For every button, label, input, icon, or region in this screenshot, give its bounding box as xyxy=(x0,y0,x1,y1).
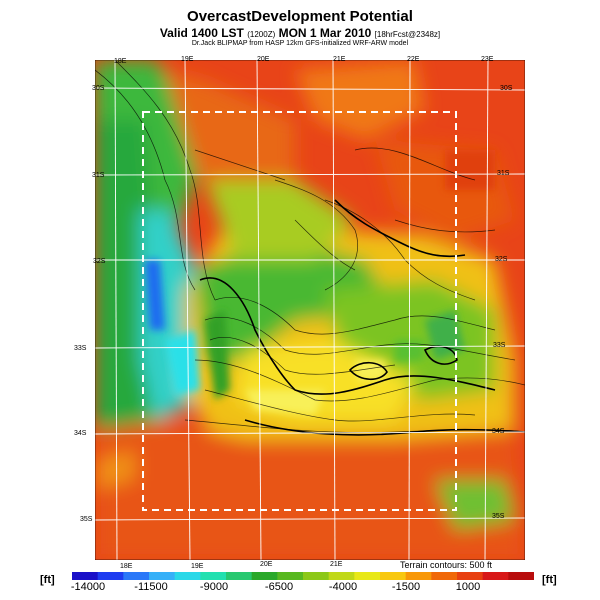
colorbar-unit-left: [ft] xyxy=(40,574,55,586)
lat-lon-grid xyxy=(95,60,525,560)
lat-label-left-31: 31S xyxy=(92,172,105,179)
lon-label-bottom-19: 19E xyxy=(191,563,204,570)
lat-label-right-35: 35S xyxy=(492,513,505,520)
forecast-field xyxy=(95,60,525,560)
colorbar-tick-label: -14000 xyxy=(70,581,106,593)
colorbar-swatch xyxy=(123,572,150,580)
map-title: OvercastDevelopment Potential xyxy=(187,8,413,25)
colorbar-tick-label: -11500 xyxy=(134,581,168,593)
colorbar-swatch xyxy=(508,572,534,580)
lon-label-top-18: 18E xyxy=(114,58,127,65)
colorbar-swatch xyxy=(405,572,432,580)
lon-label-bottom-20: 20E xyxy=(260,561,273,568)
lon-label-top-21: 21E xyxy=(333,56,346,63)
valid-time-utc: (1200Z) xyxy=(247,30,276,39)
lat-label-left-35: 35S xyxy=(80,516,93,523)
colorbar-swatch xyxy=(251,572,278,580)
colorbar-swatch xyxy=(457,572,484,580)
valid-time: Valid 1400 LST xyxy=(159,26,244,40)
lat-label-left-32: 32S xyxy=(93,258,106,265)
lon-label-bottom-21: 21E xyxy=(330,561,343,568)
colorbar-unit-right: [ft] xyxy=(542,574,557,586)
colorbar-tick-label: -1500 xyxy=(391,581,421,593)
colorbar-swatch xyxy=(328,572,355,580)
valid-date: MON 1 Mar 2010 xyxy=(278,26,372,40)
colorbar-swatch xyxy=(200,572,227,580)
lat-label-right-33: 33S xyxy=(493,342,506,349)
colorbar-swatch xyxy=(277,572,304,580)
colorbar-swatch xyxy=(226,572,253,580)
lon-label-top-22: 22E xyxy=(407,56,420,63)
inner-domain-box xyxy=(142,111,457,511)
colorbar-swatch xyxy=(431,572,458,580)
model-credit: Dr.Jack BLIPMAP from HASP 12km GFS-initi… xyxy=(191,40,409,47)
colorbar-swatch xyxy=(72,572,99,580)
colorbar-swatch xyxy=(97,572,124,580)
valid-time-line: Valid 1400 LST (1200Z) MON 1 Mar 2010 [1… xyxy=(0,26,600,40)
lon-label-top-20: 20E xyxy=(257,56,270,63)
colorbar-tick-label: -6500 xyxy=(264,581,294,593)
colorbar-swatch xyxy=(149,572,176,580)
colorbar-swatch xyxy=(380,572,407,580)
lon-label-bottom-18: 18E xyxy=(120,563,133,570)
colorbar-swatch xyxy=(482,572,509,580)
colorbar-swatch xyxy=(174,572,201,580)
lat-label-right-31: 31S xyxy=(497,170,510,177)
lat-label-left-34: 34S xyxy=(74,430,87,437)
colorbar-swatch xyxy=(303,572,330,580)
lat-label-left-30: 30S xyxy=(92,85,105,92)
forecast-map xyxy=(95,60,525,560)
colorbar xyxy=(72,572,534,580)
lat-label-right-30: 30S xyxy=(500,85,513,92)
lon-label-top-19: 19E xyxy=(181,56,194,63)
terrain-contour-note: Terrain contours: 500 ft xyxy=(400,560,493,570)
lat-label-right-32: 32S xyxy=(495,256,508,263)
colorbar-tick-label: -9000 xyxy=(199,581,229,593)
colorbar-tick-label: 1000 xyxy=(455,581,481,593)
colorbar-tick-label: -4000 xyxy=(328,581,358,593)
lon-label-top-23: 23E xyxy=(481,56,494,63)
lat-label-left-33: 33S xyxy=(74,345,87,352)
lat-label-right-34: 34S xyxy=(492,428,505,435)
forecast-hour: [18hrFcst@2348z] xyxy=(374,30,441,39)
colorbar-swatch xyxy=(354,572,381,580)
